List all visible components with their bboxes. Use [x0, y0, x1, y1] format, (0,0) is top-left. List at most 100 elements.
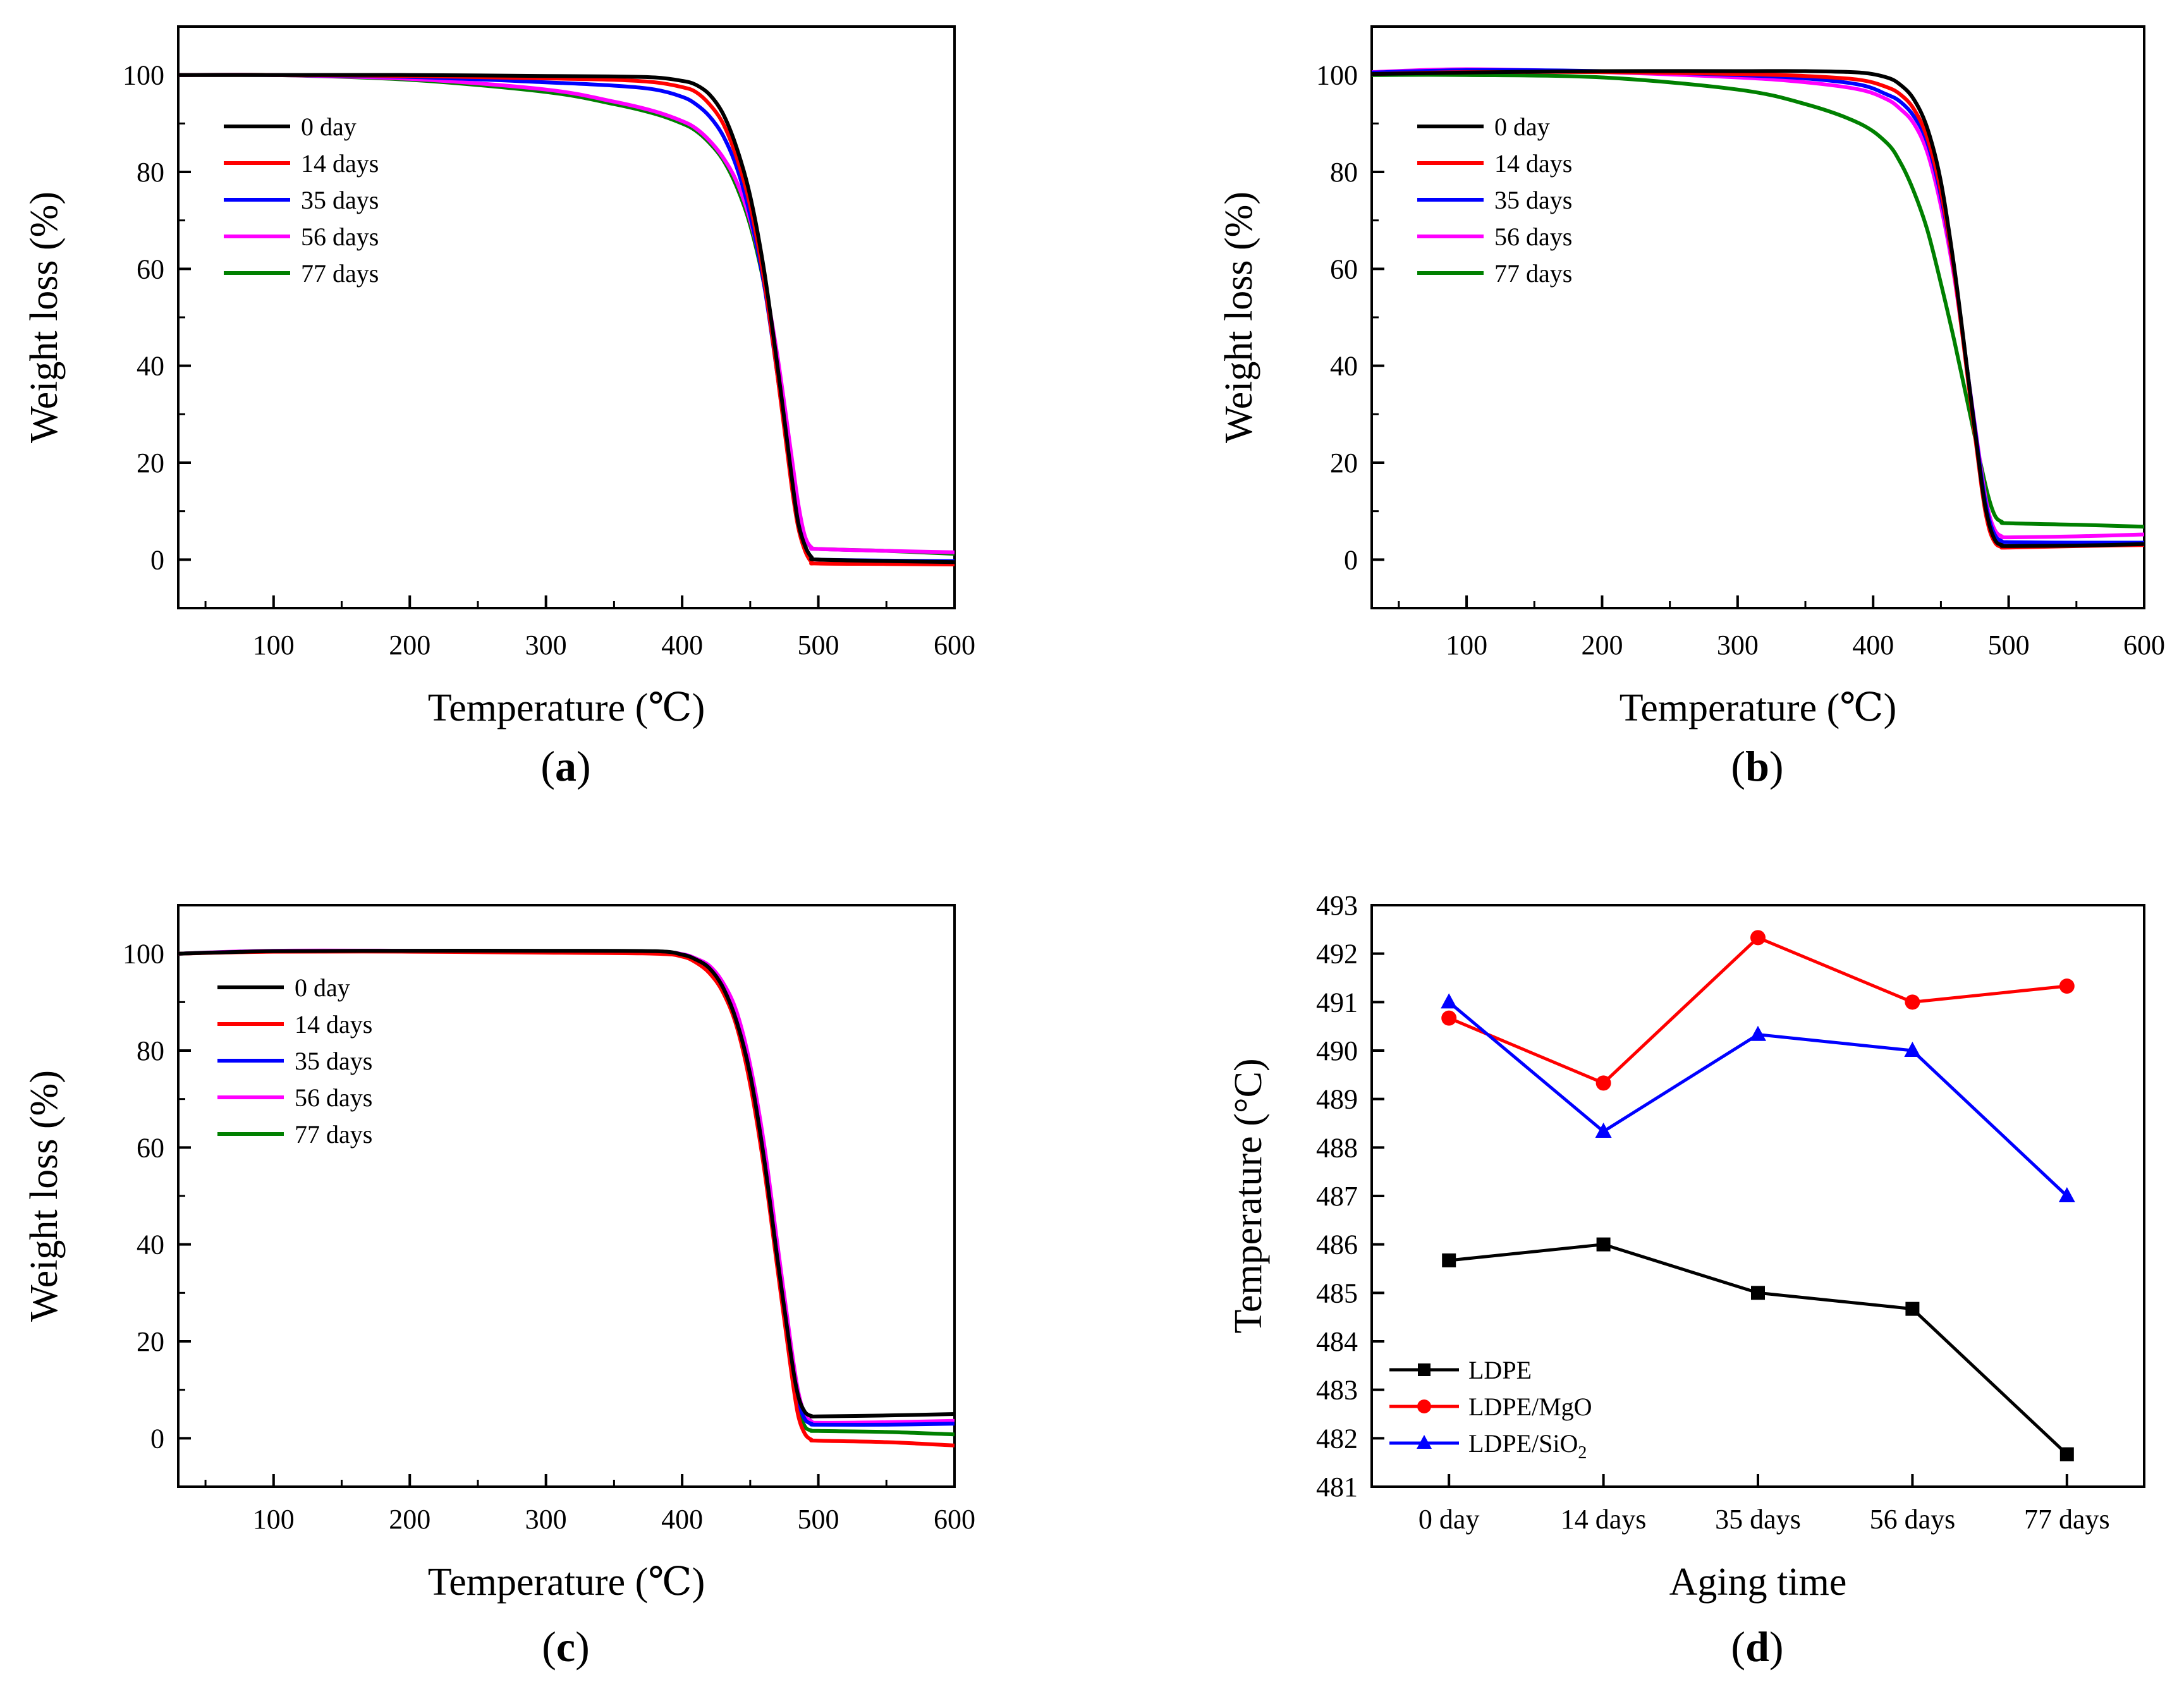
legend-label: 77 days	[295, 1120, 372, 1149]
y-axis-title: Temperature (°C)	[1227, 1058, 1270, 1333]
panel-label: (c)	[542, 1623, 590, 1671]
y-tick-label: 483	[1316, 1375, 1358, 1406]
y-axis-title: Weight loss (%)	[1217, 192, 1260, 443]
series-line-ldpe	[1448, 1243, 2068, 1456]
legend-marker	[1417, 1435, 1432, 1449]
legend: LDPE LDPE/MgO LDPE/SiO2	[1389, 1356, 1592, 1463]
y-tick-label: 482	[1316, 1423, 1358, 1454]
legend-label: 0 day	[1494, 113, 1550, 141]
series-group	[178, 73, 955, 566]
data-point	[1441, 993, 1458, 1009]
panel-label: (d)	[1731, 1623, 1783, 1671]
x-tick-label: 600	[934, 1504, 975, 1535]
series-line-35-days	[1372, 68, 2144, 545]
y-tick-label: 60	[1330, 253, 1358, 284]
data-point	[1750, 1025, 1766, 1041]
chart-a: 0 20 40 60 80 100 100 200 300 400 500 600 Temperatur…	[23, 25, 975, 790]
y-tick-label: 492	[1316, 939, 1358, 970]
panel-label: (b)	[1731, 742, 1783, 790]
y-tick-label: 493	[1316, 890, 1358, 921]
y-tick-label: 40	[137, 351, 164, 382]
series-line-0-day	[178, 948, 955, 1418]
x-tick-label: 300	[1717, 630, 1759, 661]
series-line-77-days	[178, 73, 955, 556]
series-line-0-day	[1372, 69, 2144, 548]
legend-label: 77 days	[301, 259, 379, 288]
y-tick-label: 20	[137, 448, 164, 479]
y-tick-label: 486	[1316, 1229, 1358, 1260]
series-line-14-days	[178, 73, 955, 566]
y-tick-label: 488	[1316, 1132, 1358, 1163]
legend-label: 35 days	[301, 186, 379, 214]
x-axis-title: Aging time	[1669, 1561, 1847, 1604]
data-point	[1905, 994, 1920, 1010]
x-tick-label: 500	[1988, 630, 2030, 661]
y-tick-label: 100	[123, 939, 164, 970]
y-axis-title: Weight loss (%)	[23, 1070, 66, 1322]
y-tick-label: 80	[137, 1035, 164, 1066]
chart-d: 481 482 483 484 485 486 487 488 489 490 491 492 493 0…	[1227, 890, 2145, 1671]
x-tick-label: 14 days	[1561, 1504, 1647, 1535]
x-axis-title: Temperature (℃)	[428, 1561, 705, 1604]
legend-label: 77 days	[1494, 259, 1572, 288]
data-point	[1750, 930, 1766, 946]
x-tick-label: 35 days	[1715, 1504, 1801, 1535]
y-tick-label: 490	[1316, 1035, 1358, 1066]
legend-label: 56 days	[1494, 223, 1572, 251]
x-tick-label: 56 days	[1870, 1504, 1956, 1535]
chart-b: 0 20 40 60 80 100 100 200 300 400 500 600 Temperatur…	[1217, 25, 2165, 790]
x-tick-label: 200	[1581, 630, 1623, 661]
x-tick-label: 500	[798, 630, 839, 661]
y-tick-label: 481	[1316, 1472, 1358, 1503]
legend-label: 35 days	[1494, 186, 1572, 214]
x-tick-label: 600	[2123, 630, 2165, 661]
data-point	[2059, 1447, 2074, 1461]
series-line-14-days	[1372, 70, 2144, 550]
series-line-56-days	[1372, 67, 2144, 540]
x-tick-label: 300	[525, 1504, 567, 1535]
y-tick-label: 80	[137, 157, 164, 188]
x-tick-label: 0 day	[1418, 1504, 1480, 1535]
series-group	[178, 948, 955, 1448]
series-line-56-days	[178, 73, 955, 554]
x-tick-label: 100	[1446, 630, 1487, 661]
y-tick-label: 60	[137, 1132, 164, 1163]
data-point	[1442, 1253, 1456, 1267]
x-tick-label: 500	[798, 1504, 839, 1535]
legend-label: 14 days	[301, 149, 379, 178]
legend-label: LDPE/MgO	[1468, 1393, 1592, 1421]
data-point	[1595, 1075, 1611, 1091]
y-tick-label: 485	[1316, 1277, 1358, 1308]
x-tick-label: 400	[661, 630, 703, 661]
x-tick-label: 400	[661, 1504, 703, 1535]
legend-label: 0 day	[301, 113, 357, 141]
y-tick-label: 0	[1344, 544, 1358, 575]
chart-c: 0 20 40 60 80 100 100 200 300 400 500 600 Temperatur…	[23, 904, 975, 1671]
y-tick-label: 80	[1330, 157, 1358, 188]
legend-label: 56 days	[295, 1083, 372, 1112]
data-point	[1904, 1042, 1921, 1057]
legend: 0 day 14 days 35 days 56 days 77 days	[217, 973, 372, 1149]
data-point	[2058, 1187, 2075, 1202]
x-tick-label: 100	[253, 1504, 295, 1535]
data-point	[1751, 1286, 1765, 1300]
panel-label: (a)	[540, 742, 590, 790]
x-tick-label: 300	[525, 630, 567, 661]
legend-label: LDPE	[1468, 1356, 1532, 1384]
legend-label: 56 days	[301, 223, 379, 251]
x-tick-label: 400	[1852, 630, 1894, 661]
data-point	[2059, 979, 2075, 994]
legend-label: LDPE/SiO2	[1468, 1429, 1587, 1463]
legend-label: 14 days	[295, 1010, 372, 1039]
legend: 0 day 14 days 35 days 56 days 77 days	[224, 113, 379, 288]
x-tick-label: 100	[253, 630, 295, 661]
series-line-ldpe-mgo	[1448, 936, 2068, 1085]
x-tick-label: 200	[389, 1504, 430, 1535]
x-tick-label: 77 days	[2024, 1504, 2110, 1535]
data-point	[1905, 1302, 1920, 1316]
legend-label: 0 day	[295, 973, 350, 1002]
y-tick-label: 20	[137, 1326, 164, 1357]
data-point	[1441, 1010, 1457, 1026]
series-line-35-days	[178, 73, 955, 563]
